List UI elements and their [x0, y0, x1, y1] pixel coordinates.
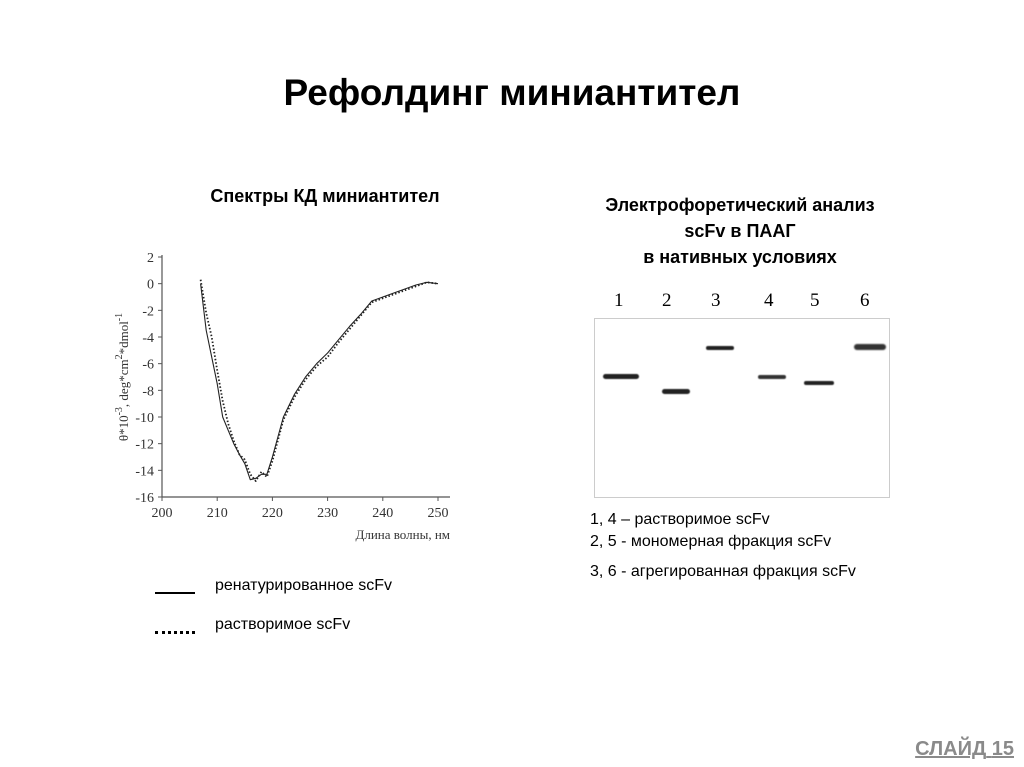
legend-label-soluble: растворимое scFv: [215, 616, 351, 633]
x-tick-label: 210: [207, 506, 228, 521]
y-tick-label: -10: [135, 411, 154, 426]
gel-image: [594, 318, 890, 498]
dotted-line-swatch: [155, 631, 195, 634]
y-tick-label: -12: [135, 438, 154, 453]
electrophoresis-heading: Электрофоретический анализ scFv в ПААГ в…: [540, 192, 940, 270]
y-tick-label: -2: [142, 304, 154, 319]
slide-number-value: 15: [991, 738, 1014, 760]
heading-line-1: Электрофоретический анализ: [605, 195, 875, 215]
x-tick-label: 230: [317, 506, 338, 521]
gel-note-2: 2, 5 - мономерная фракция scFv: [590, 533, 832, 550]
slide-number: СЛАЙД 15: [915, 738, 1014, 761]
lane-label-5: 5: [810, 290, 820, 311]
gel-notes: 1, 4 – растворимое scFv 2, 5 - мономерна…: [590, 509, 856, 583]
lane-label-2: 2: [662, 290, 672, 311]
slide-title: Рефолдинг миниантител: [283, 72, 741, 113]
lane-label-3: 3: [711, 290, 721, 311]
x-tick-label: 250: [428, 506, 449, 521]
y-tick-label: -6: [142, 358, 154, 373]
band-lane-1: [603, 374, 639, 379]
heading-line-2: scFv в ПААГ: [684, 221, 796, 241]
y-tick-label: 0: [147, 278, 154, 293]
x-tick-label: 220: [262, 506, 283, 521]
band-lane-6: [854, 344, 886, 350]
lane-label-4: 4: [764, 290, 774, 311]
slide-number-label: СЛАЙД: [915, 738, 987, 760]
y-tick-label: 2: [147, 251, 154, 266]
x-tick-label: 200: [152, 506, 173, 521]
lane-label-1: 1: [614, 290, 624, 311]
legend-label-renatured: ренатурированное scFv: [215, 577, 393, 594]
band-lane-5: [804, 381, 834, 385]
series-line-2: [199, 279, 439, 482]
series-line-1: [200, 281, 439, 481]
solid-line-swatch: [155, 592, 195, 594]
gel-note-1: 1, 4 – растворимое scFv: [590, 511, 770, 528]
band-lane-4: [758, 375, 786, 379]
x-axis-label: Длина волны, нм: [355, 527, 450, 542]
gel-lane-labels: 1 2 3 4 5 6: [594, 290, 890, 312]
band-lane-2: [662, 389, 690, 394]
lane-label-6: 6: [860, 290, 870, 311]
y-tick-label: -8: [142, 384, 154, 399]
x-tick-label: 240: [372, 506, 393, 521]
y-tick-label: -4: [142, 331, 154, 346]
gel-note-3: 3, 6 - агрегированная фракция scFv: [590, 563, 856, 580]
band-lane-3: [706, 346, 734, 350]
y-tick-label: -14: [135, 464, 154, 479]
cd-spectra-heading: Спектры КД миниантител: [210, 186, 440, 206]
y-tick-label: -16: [135, 491, 154, 506]
heading-line-3: в нативных условиях: [643, 247, 837, 267]
y-axis-label: θ*10-3, deg*cm2*dmol-1: [114, 313, 131, 441]
